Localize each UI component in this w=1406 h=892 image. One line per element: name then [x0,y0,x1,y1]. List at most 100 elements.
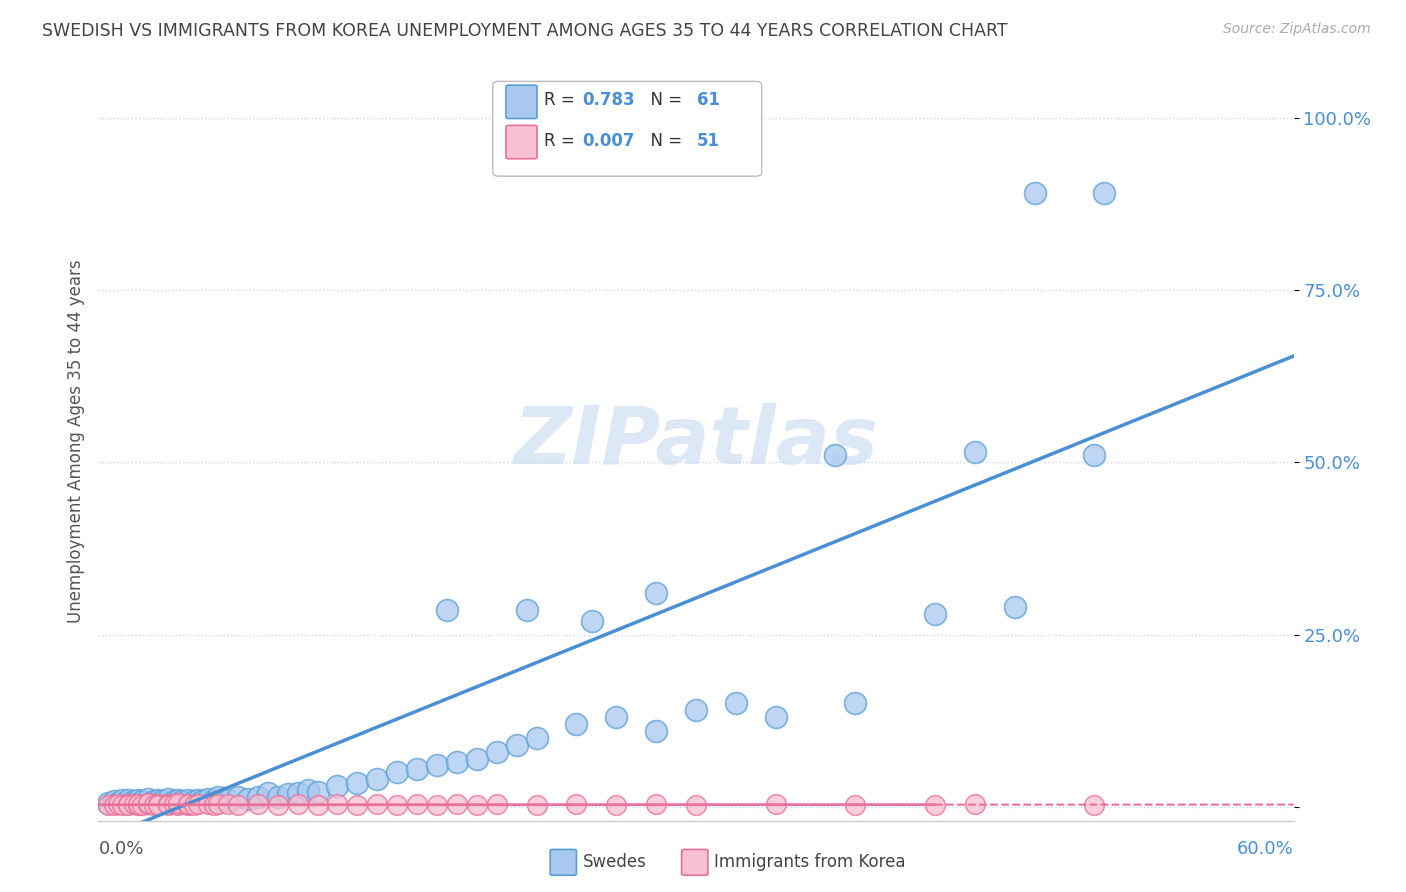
Text: 0.0%: 0.0% [98,839,143,857]
Point [426,797,449,812]
Point [177,793,200,807]
Point [246,789,269,804]
Point [143,797,166,812]
Point [143,794,166,808]
Point [107,797,129,811]
Point [226,789,249,804]
Point [565,797,588,811]
Point [107,797,129,811]
Point [136,797,159,811]
Point [277,788,299,802]
Point [148,793,170,807]
Point [202,793,225,807]
Point [385,797,409,812]
Point [765,710,787,724]
Text: 0.007: 0.007 [582,131,636,150]
Text: 60.0%: 60.0% [1237,839,1294,857]
Point [124,797,146,811]
Point [446,797,468,811]
Point [148,797,170,812]
Point [207,797,229,811]
Point [111,797,134,812]
Point [136,797,159,811]
Point [1004,599,1026,614]
Point [183,797,205,812]
Text: R =: R = [544,131,581,150]
Text: 0.783: 0.783 [582,91,636,110]
Text: Swedes: Swedes [582,854,647,871]
Point [177,797,200,811]
Point [157,797,180,811]
Point [565,717,588,731]
Point [163,794,186,808]
Point [236,791,259,805]
Point [963,445,986,459]
Point [605,797,627,812]
Point [207,789,229,804]
Point [924,797,946,812]
Point [226,797,249,812]
Point [97,797,120,811]
Point [1092,186,1115,201]
Point [1083,797,1105,812]
Point [167,797,190,811]
Point [131,797,153,812]
Point [157,797,180,812]
Point [924,607,946,621]
Point [406,762,429,776]
Point [307,785,329,799]
Point [506,738,529,752]
Point [148,797,170,811]
Text: SWEDISH VS IMMIGRANTS FROM KOREA UNEMPLOYMENT AMONG AGES 35 TO 44 YEARS CORRELAT: SWEDISH VS IMMIGRANTS FROM KOREA UNEMPLO… [42,22,1008,40]
FancyBboxPatch shape [506,85,537,119]
Point [246,797,269,811]
Point [685,797,707,812]
Point [191,794,214,808]
Point [844,797,866,812]
Point [172,794,194,808]
Text: R =: R = [544,91,581,110]
Point [426,758,449,772]
Point [197,797,219,811]
Point [148,797,170,811]
Point [346,776,368,790]
Point [465,751,488,765]
Point [127,797,149,811]
Point [157,791,180,805]
Point [136,797,159,811]
Point [406,797,429,811]
Point [605,710,627,724]
Point [131,794,153,808]
Point [202,797,225,812]
Point [117,793,139,807]
Point [267,789,290,804]
FancyBboxPatch shape [550,849,576,875]
Point [645,724,668,739]
Text: Source: ZipAtlas.com: Source: ZipAtlas.com [1223,22,1371,37]
Point [844,697,866,711]
Point [963,797,986,811]
Point [297,782,319,797]
Point [307,797,329,812]
Text: 61: 61 [697,91,720,110]
Point [526,731,548,745]
FancyBboxPatch shape [506,126,537,159]
Point [103,797,125,812]
Point [167,797,190,812]
Point [187,797,209,811]
Text: 51: 51 [697,131,720,150]
Point [685,703,707,717]
FancyBboxPatch shape [494,81,762,177]
Point [117,797,139,811]
Point [346,797,368,812]
Point [187,793,209,807]
Point [163,797,186,811]
Point [267,797,290,812]
Point [256,786,278,800]
Point [436,603,458,617]
Point [724,697,747,711]
Point [97,797,120,812]
Point [127,797,149,812]
Text: Immigrants from Korea: Immigrants from Korea [714,854,905,871]
Point [287,786,309,800]
